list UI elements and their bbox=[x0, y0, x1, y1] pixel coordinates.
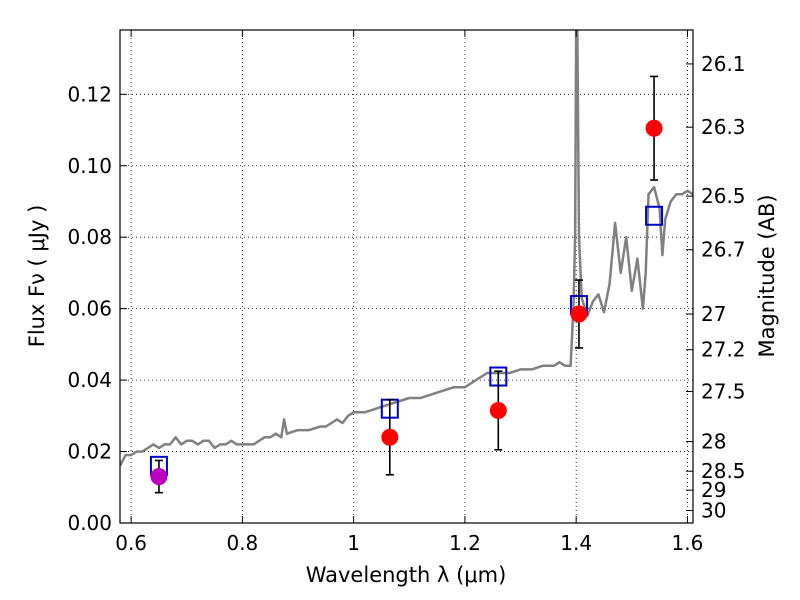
right-tick-label: 30 bbox=[701, 498, 726, 522]
right-tick-label: 26.1 bbox=[701, 52, 746, 76]
right-tick-label: 27.2 bbox=[701, 338, 746, 362]
x-tick-label: 1.4 bbox=[560, 531, 592, 555]
model-spectrum-line bbox=[120, 30, 693, 467]
y-tick-label: 0.00 bbox=[67, 511, 112, 535]
observed-flux-point bbox=[381, 428, 399, 446]
right-tick-label: 29 bbox=[701, 478, 726, 502]
plot-frame bbox=[119, 29, 694, 524]
series-layer bbox=[120, 30, 693, 467]
x-tick-label: 1 bbox=[347, 531, 360, 555]
x-tick-label: 0.8 bbox=[226, 531, 258, 555]
right-tick-label: 26.7 bbox=[701, 238, 746, 262]
right-tick-label: 28 bbox=[701, 430, 726, 454]
points-layer bbox=[149, 75, 664, 494]
x-tick-label: 1.6 bbox=[672, 531, 704, 555]
y-tick-label: 0.08 bbox=[67, 225, 112, 249]
y-tick-label: 0.04 bbox=[67, 368, 112, 392]
observed-flux-point bbox=[570, 305, 588, 323]
right-tick-label: 26.5 bbox=[701, 184, 746, 208]
plot-area bbox=[120, 30, 693, 523]
y-tick-label: 0.02 bbox=[67, 440, 112, 464]
right-axis-label: Magnitude (AB) bbox=[755, 194, 779, 357]
x-tick-label: 0.6 bbox=[115, 531, 147, 555]
model-square-marker bbox=[645, 205, 664, 226]
y-tick-label: 0.06 bbox=[67, 297, 112, 321]
observed-flux-point bbox=[489, 401, 507, 419]
right-tick-label: 26.3 bbox=[701, 115, 746, 139]
observed-flux-point bbox=[645, 119, 663, 137]
right-tick-label: 27 bbox=[701, 302, 726, 326]
x-axis-ticks: 0.6 0.8 1 1.2 1.4 1.6 bbox=[115, 30, 703, 555]
x-axis-label: Wavelength λ (μm) bbox=[306, 563, 507, 587]
observed-flux-point bbox=[150, 468, 168, 486]
right-tick-label: 27.5 bbox=[701, 380, 746, 404]
y-tick-label: 0.12 bbox=[67, 82, 112, 106]
y-axis-label: Flux Fν ( μJy ) bbox=[25, 205, 49, 348]
y-axis-ticks: 0.00 0.02 0.04 0.06 0.08 0.10 0.12 bbox=[67, 82, 127, 535]
x-tick-label: 1.2 bbox=[449, 531, 481, 555]
right-tick-label: 28.5 bbox=[701, 459, 746, 483]
y-tick-label: 0.10 bbox=[67, 154, 112, 178]
